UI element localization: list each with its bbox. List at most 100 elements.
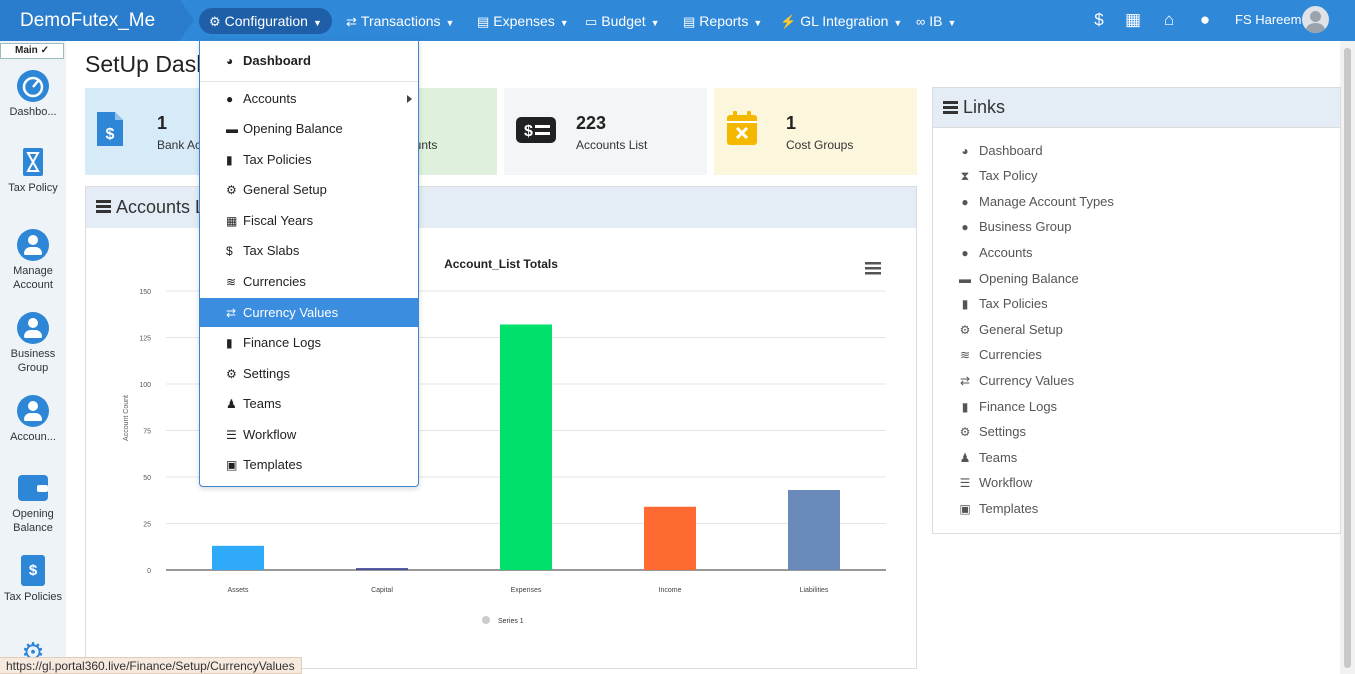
- nav-expenses-label: Expenses: [493, 13, 555, 29]
- link-currency-values[interactable]: ⇄ Currency Values: [957, 371, 1074, 391]
- user-circle-icon: ●: [226, 92, 234, 106]
- chart-bar-liabilities[interactable]: [788, 490, 840, 570]
- chart-bar-assets[interactable]: [212, 545, 264, 570]
- link-business-group[interactable]: ● Business Group: [957, 217, 1072, 237]
- user-name[interactable]: FS Hareem: [1235, 12, 1302, 27]
- menu-item-settings[interactable]: ⚙ Settings: [200, 359, 418, 388]
- sidebar-item-tax-policy[interactable]: Tax Policy: [0, 146, 66, 195]
- nav-configuration[interactable]: ⚙ Configuration ▼: [199, 8, 332, 34]
- link-label: Business Group: [979, 219, 1072, 234]
- nav-expenses[interactable]: ▤ Expenses ▼: [477, 8, 569, 34]
- chart-x-tick-label: Liabilities: [800, 587, 829, 594]
- menu-item-accounts[interactable]: ● Accounts: [200, 84, 418, 113]
- link-finance-logs[interactable]: ▮ Finance Logs: [957, 397, 1057, 417]
- menu-item-fiscal-years[interactable]: ▦ Fiscal Years: [200, 206, 418, 235]
- chart-bar-capital[interactable]: [356, 568, 408, 570]
- link-general-setup[interactable]: ⚙ General Setup: [957, 320, 1063, 340]
- chart-menu-icon[interactable]: [865, 262, 881, 275]
- menu-item-label: Accounts: [243, 91, 297, 106]
- chart-x-tick-label: Capital: [371, 587, 393, 594]
- menu-item-label: Fiscal Years: [243, 213, 314, 228]
- scrollbar-thumb[interactable]: [1344, 48, 1351, 668]
- sidebar-item-opening-balance[interactable]: Opening Balance: [0, 472, 66, 535]
- grid-icon[interactable]: ▦: [1124, 10, 1142, 29]
- link-opening-balance[interactable]: ▬ Opening Balance: [957, 269, 1079, 289]
- nav-reports[interactable]: ▤ Reports ▼: [683, 8, 762, 34]
- card-cost-groups[interactable]: 1 Cost Groups: [714, 88, 917, 175]
- chalkboard-icon: ▣: [226, 458, 238, 472]
- chart-x-tick-label: Assets: [227, 587, 249, 594]
- link-settings[interactable]: ⚙ Settings: [957, 422, 1026, 442]
- link-tax-policies[interactable]: ▮ Tax Policies: [957, 294, 1048, 314]
- menu-item-general-setup[interactable]: ⚙ General Setup: [200, 175, 418, 204]
- home-icon[interactable]: ⌂: [1163, 10, 1175, 29]
- nav-configuration-label: Configuration: [224, 13, 308, 29]
- sidebar-item-business-group[interactable]: Business Group: [0, 312, 66, 375]
- link-label: Accounts: [979, 245, 1033, 260]
- menu-item-tax-slabs[interactable]: $ Tax Slabs: [200, 236, 418, 265]
- menu-item-label: Tax Policies: [243, 152, 312, 167]
- link-label: Opening Balance: [979, 271, 1079, 286]
- link-teams[interactable]: ♟ Teams: [957, 448, 1018, 468]
- sidebar-item-label: Tax Policy: [8, 182, 58, 194]
- menu-item-dashboard[interactable]: ◕ Dashboard: [200, 46, 418, 75]
- card-value: 223: [576, 113, 607, 133]
- link-workflow[interactable]: ☰ Workflow: [957, 473, 1033, 493]
- chevron-down-icon: ▼: [312, 18, 322, 28]
- link-currencies[interactable]: ≋ Currencies: [957, 345, 1042, 365]
- configuration-dropdown-menu: ◕ Dashboard ● Accounts ▬ Opening Balance ▮ T…: [199, 40, 419, 487]
- card-accounts-list[interactable]: $ 223 Accounts List: [504, 88, 707, 175]
- plug-icon: ⚡: [780, 14, 797, 29]
- bars-icon: [943, 101, 958, 114]
- dashboard-icon: ◕: [961, 144, 969, 158]
- nav-gl-integration[interactable]: ⚡ GL Integration ▼: [780, 8, 902, 34]
- hourglass-icon: [17, 146, 49, 178]
- chart-y-tick-label: 25: [143, 522, 151, 529]
- menu-item-currencies[interactable]: ≋ Currencies: [200, 267, 418, 296]
- chalkboard-icon: ▣: [959, 502, 971, 516]
- sidebar-item-tax-policies[interactable]: $ Tax Policies: [0, 555, 66, 604]
- menu-item-teams[interactable]: ♟ Teams: [200, 389, 418, 418]
- nav-transactions[interactable]: ⇄ Transactions ▼: [346, 8, 454, 34]
- nav-ib-label: IB: [929, 13, 943, 29]
- link-templates[interactable]: ▣ Templates: [957, 499, 1038, 519]
- user-circle-icon: ●: [961, 195, 969, 209]
- menu-item-tax-policies[interactable]: ▮ Tax Policies: [200, 145, 418, 174]
- chart-bar-expenses[interactable]: [500, 324, 552, 570]
- file-invoice-icon: ▤: [477, 14, 490, 29]
- chart-legend[interactable]: Series 1: [482, 616, 524, 625]
- nav-transactions-label: Transactions: [360, 13, 441, 29]
- sidebar-item-dashboard[interactable]: Dashbo...: [0, 70, 66, 119]
- gears-icon: ⚙: [209, 14, 221, 29]
- chevron-down-icon: ▼: [650, 18, 660, 28]
- link-label: Dashboard: [979, 143, 1043, 158]
- link-dashboard[interactable]: ◕ Dashboard: [957, 141, 1043, 161]
- menu-item-currency-values[interactable]: ⇄ Currency Values: [200, 298, 418, 327]
- gears-icon: ⚙: [226, 183, 237, 197]
- wallet-icon: [17, 472, 49, 504]
- nav-reports-label: Reports: [699, 13, 749, 29]
- drop-icon[interactable]: ●: [1199, 10, 1211, 29]
- menu-item-label: Opening Balance: [243, 121, 343, 136]
- file-invoice-dollar-icon: $: [95, 110, 125, 151]
- menu-item-label: Teams: [243, 396, 282, 411]
- exchange-icon: ⇄: [346, 14, 357, 29]
- dollar-icon[interactable]: $: [1094, 10, 1104, 29]
- sidebar-item-manage-account[interactable]: Manage Account: [0, 229, 66, 292]
- link-accounts[interactable]: ● Accounts: [957, 243, 1032, 263]
- nav-ib[interactable]: ∞ IB ▼: [916, 8, 956, 34]
- file-icon: ▮: [961, 400, 969, 414]
- menu-item-templates[interactable]: ▣ Templates: [200, 450, 418, 479]
- sidebar-main-toggle[interactable]: Main ✓: [0, 43, 64, 59]
- chart-bar-income[interactable]: [644, 506, 696, 570]
- menu-item-finance-logs[interactable]: ▮ Finance Logs: [200, 328, 418, 357]
- chart-y-tick-label: 100: [139, 382, 151, 389]
- sidebar-item-accounts[interactable]: Accoun...: [0, 395, 66, 444]
- link-manage-account-types[interactable]: ● Manage Account Types: [957, 192, 1114, 212]
- menu-item-workflow[interactable]: ☰ Workflow: [200, 420, 418, 449]
- avatar[interactable]: [1302, 6, 1329, 33]
- nav-budget[interactable]: ▭ Budget ▼: [585, 8, 660, 34]
- brand-name[interactable]: DemoFutex_Me: [0, 0, 180, 41]
- menu-item-opening-balance[interactable]: ▬ Opening Balance: [200, 114, 418, 143]
- link-tax-policy[interactable]: ⧗ Tax Policy: [957, 166, 1038, 186]
